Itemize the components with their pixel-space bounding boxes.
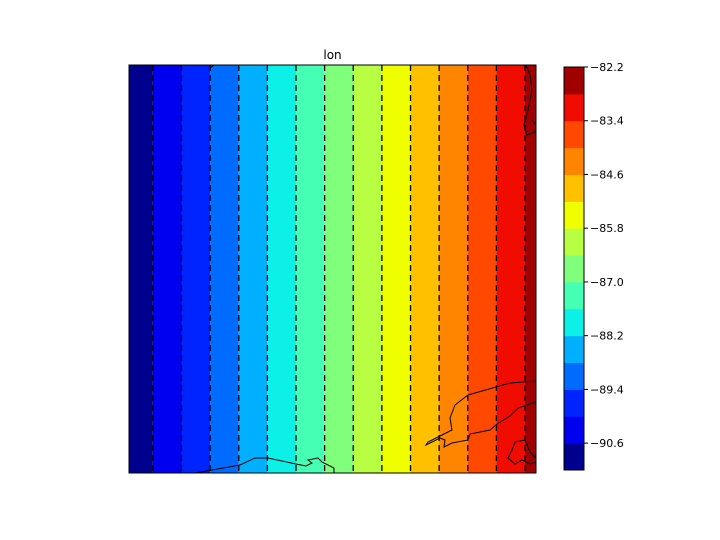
- colorbar-swatch: [564, 120, 584, 149]
- chart-title: lon: [323, 48, 341, 62]
- contour-band: [353, 65, 382, 473]
- contour-band: [324, 65, 354, 473]
- coastline-south: [194, 457, 335, 473]
- colorbar-tick-label: −82.2: [590, 61, 624, 74]
- contour-band: [181, 65, 211, 473]
- contour-band: [467, 65, 497, 473]
- contour-band: [525, 65, 536, 473]
- colorbar-tick-label: −89.4: [590, 383, 624, 396]
- contour-bands: [129, 65, 536, 473]
- colorbar-swatch: [564, 201, 584, 229]
- colorbar-swatch: [564, 67, 584, 95]
- colorbar-swatch: [564, 362, 584, 390]
- colorbar-swatch: [564, 389, 584, 417]
- contour-band: [381, 65, 411, 473]
- colorbar-swatch: [564, 416, 584, 444]
- contour-band: [210, 65, 239, 473]
- contour-band: [152, 65, 182, 473]
- colorbar-tick-label: −85.8: [590, 222, 624, 235]
- contour-band: [496, 65, 526, 473]
- coastline-east: [424, 380, 536, 448]
- contour-band: [238, 65, 268, 473]
- coastline-island: [507, 439, 536, 465]
- colorbar-swatch: [564, 443, 584, 471]
- colorbar-tick-label: −87.0: [590, 276, 624, 289]
- colorbar-frame: [563, 66, 585, 471]
- contour-band: [267, 65, 296, 473]
- contour-band: [439, 65, 468, 473]
- contour-lines: [152, 65, 526, 473]
- colorbar-swatch: [564, 281, 584, 310]
- contour-band: [129, 65, 153, 473]
- contour-band: [295, 65, 325, 473]
- colorbar-swatch: [564, 335, 584, 364]
- colorbar-tick-label: −90.6: [590, 437, 624, 450]
- contour-band: [410, 65, 440, 473]
- colorbar-swatch: [564, 228, 584, 256]
- colorbar-swatch: [564, 174, 584, 202]
- colorbar-ticks: −82.2 −83.4 −84.6 −85.8 −87.0 −88.2 −89.4 −90.6: [584, 61, 624, 450]
- colorbar-tick-label: −84.6: [590, 168, 624, 181]
- colorbar-tick-label: −88.2: [590, 330, 624, 343]
- colorbar-swatch: [564, 255, 584, 283]
- colorbar-swatch: [564, 93, 584, 122]
- plot-frame: [128, 64, 537, 474]
- colorbar: [564, 67, 584, 471]
- colorbar-swatch: [564, 308, 584, 337]
- colorbar-tick-label: −83.4: [590, 115, 624, 128]
- colorbar-swatch: [564, 147, 584, 175]
